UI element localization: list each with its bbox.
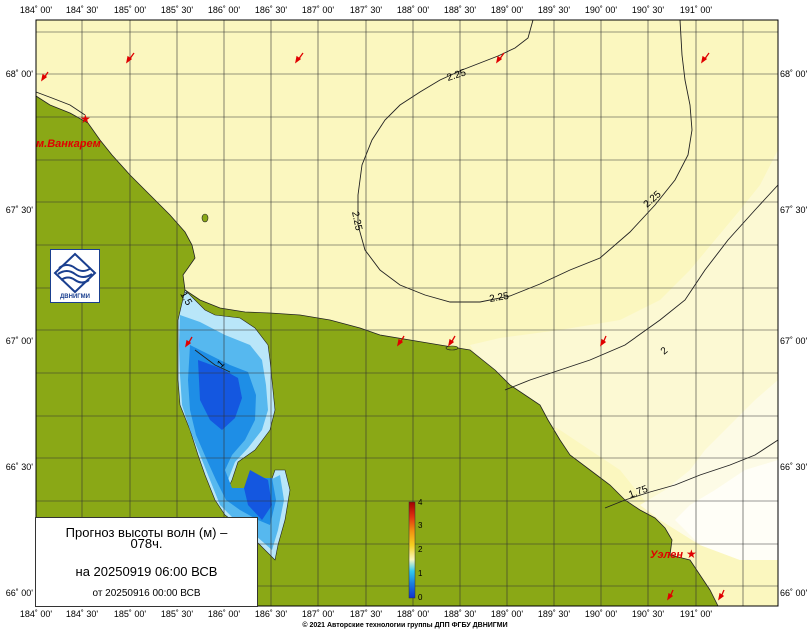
map-frame bbox=[35, 19, 779, 607]
lagoon-south-deep bbox=[244, 470, 272, 520]
lon-tick: 184˚ 30' bbox=[66, 5, 99, 15]
copyright-footer: © 2021 Авторские технологии группы ДПП Ф… bbox=[302, 622, 508, 629]
lon-tick: 186˚ 30' bbox=[255, 609, 288, 619]
wave-arrow bbox=[41, 71, 49, 82]
forecast-lead-time: 078ч. bbox=[130, 536, 163, 551]
lat-tick: 67˚ 00' bbox=[780, 336, 808, 346]
lon-ticks-top: 184˚ 00' 184˚ 30' 185˚ 00' 185˚ 30' 186˚… bbox=[20, 5, 713, 15]
lon-tick: 185˚ 00' bbox=[114, 609, 147, 619]
lon-tick: 187˚ 30' bbox=[350, 5, 383, 15]
wave-logo-icon bbox=[53, 252, 97, 294]
contour-2 bbox=[504, 184, 779, 391]
lon-tick: 189˚ 30' bbox=[538, 5, 571, 15]
grid bbox=[36, 20, 778, 606]
forecast-title: Прогноз высоты волн (м) – bbox=[65, 525, 228, 540]
dvnigmi-logo: ДВНИГМИ bbox=[50, 249, 100, 303]
colorbar-tick: 2 bbox=[418, 545, 423, 554]
uelen-star: ★ bbox=[686, 547, 697, 561]
place-label-vankarem: м.Ванкарем bbox=[36, 138, 101, 150]
lon-tick: 189˚ 00' bbox=[491, 5, 524, 15]
wave-arrow bbox=[667, 589, 674, 601]
place-markers: ★ ★ м.Ванкарем Уэлен bbox=[36, 112, 697, 561]
wave-arrow bbox=[126, 52, 135, 64]
lon-tick: 190˚ 30' bbox=[632, 609, 665, 619]
contour-label: 2.25 bbox=[489, 291, 511, 305]
lon-tick: 190˚ 00' bbox=[585, 5, 618, 15]
sea-zone-4 bbox=[675, 460, 778, 560]
forecast-info-box: Прогноз высоты волн (м) – 078ч. на 20250… bbox=[35, 517, 258, 607]
lon-tick: 184˚ 00' bbox=[20, 5, 53, 15]
colorbar bbox=[408, 501, 416, 599]
lat-tick: 66˚ 30' bbox=[6, 462, 34, 472]
contour-lagoon bbox=[194, 349, 231, 373]
colorbar-tick: 1 bbox=[418, 569, 423, 578]
lat-tick: 66˚ 00' bbox=[6, 588, 34, 598]
lon-tick: 190˚ 00' bbox=[585, 609, 618, 619]
wave-arrow bbox=[397, 335, 405, 347]
wave-arrow bbox=[701, 52, 710, 64]
lon-tick: 188˚ 00' bbox=[397, 609, 430, 619]
lon-tick: 189˚ 00' bbox=[491, 609, 524, 619]
wave-arrow bbox=[718, 589, 725, 601]
wave-arrow bbox=[600, 335, 607, 347]
lon-tick: 186˚ 00' bbox=[208, 5, 241, 15]
lon-tick: 187˚ 00' bbox=[302, 5, 335, 15]
lon-tick: 185˚ 30' bbox=[161, 609, 194, 619]
contours bbox=[35, 19, 779, 509]
contour-label: 2 bbox=[659, 345, 671, 357]
lon-tick: 188˚ 30' bbox=[444, 5, 477, 15]
lat-tick: 68˚ 00' bbox=[780, 69, 808, 79]
lon-tick: 187˚ 30' bbox=[350, 609, 383, 619]
colorbar-tick: 0 bbox=[418, 593, 423, 602]
vankarem-star: ★ bbox=[80, 112, 91, 126]
place-label-uelen: Уэлен bbox=[650, 549, 683, 561]
lon-tick: 188˚ 30' bbox=[444, 609, 477, 619]
lon-tick: 185˚ 00' bbox=[114, 5, 147, 15]
lat-ticks-left: 68˚ 00' 67˚ 30' 67˚ 00' 66˚ 30' 66˚ 00' bbox=[6, 69, 34, 598]
lon-tick: 186˚ 30' bbox=[255, 5, 288, 15]
lon-tick: 191˚ 00' bbox=[680, 5, 713, 15]
contour-coastal bbox=[35, 91, 86, 116]
lon-tick: 184˚ 00' bbox=[20, 609, 53, 619]
lon-tick: 186˚ 00' bbox=[208, 609, 241, 619]
lon-tick: 190˚ 30' bbox=[632, 5, 665, 15]
lat-tick: 66˚ 30' bbox=[780, 462, 808, 472]
forecast-valid-date: на 20250919 06:00 ВСВ bbox=[75, 564, 218, 579]
wave-arrows bbox=[41, 52, 725, 601]
lon-ticks-bottom: 184˚ 00' 184˚ 30' 185˚ 00' 185˚ 30' 186˚… bbox=[20, 609, 713, 619]
wave-arrow bbox=[496, 52, 505, 64]
lon-tick: 187˚ 00' bbox=[302, 609, 335, 619]
lat-ticks-right: 68˚ 00' 67˚ 30' 67˚ 00' 66˚ 30' 66˚ 00' bbox=[780, 69, 808, 598]
lon-tick: 189˚ 30' bbox=[538, 609, 571, 619]
wave-arrow bbox=[185, 336, 193, 348]
island bbox=[445, 345, 459, 351]
colorbar-tick: 4 bbox=[418, 498, 423, 507]
colorbar-tick: 3 bbox=[418, 521, 423, 530]
contour-label: 2.25 bbox=[349, 210, 364, 232]
wave-arrow bbox=[295, 52, 304, 64]
island bbox=[201, 213, 209, 223]
lon-tick: 191˚ 00' bbox=[680, 609, 713, 619]
wave-arrow bbox=[448, 335, 456, 347]
logo-text: ДВНИГМИ bbox=[60, 294, 90, 300]
lat-tick: 67˚ 30' bbox=[780, 205, 808, 215]
lagoon-deepest bbox=[198, 360, 242, 430]
lon-tick: 185˚ 30' bbox=[161, 5, 194, 15]
colorbar-ticks: 0 1 2 3 4 bbox=[418, 498, 423, 602]
lat-tick: 68˚ 00' bbox=[6, 69, 34, 79]
lat-tick: 66˚ 00' bbox=[780, 588, 808, 598]
contour-2.25-left bbox=[357, 19, 693, 303]
forecast-issued-date: от 20250916 00:00 ВСВ bbox=[92, 588, 201, 599]
lat-tick: 67˚ 00' bbox=[6, 336, 34, 346]
contour-1.75 bbox=[604, 439, 779, 509]
lon-tick: 188˚ 00' bbox=[397, 5, 430, 15]
lon-tick: 184˚ 30' bbox=[66, 609, 99, 619]
lat-tick: 67˚ 30' bbox=[6, 205, 34, 215]
